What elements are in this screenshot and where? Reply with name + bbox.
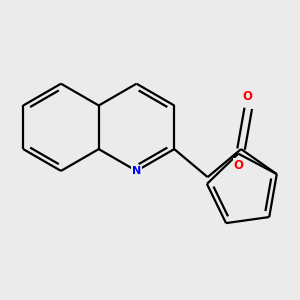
Text: O: O <box>233 159 243 172</box>
Text: O: O <box>242 90 252 103</box>
Text: N: N <box>132 166 141 176</box>
